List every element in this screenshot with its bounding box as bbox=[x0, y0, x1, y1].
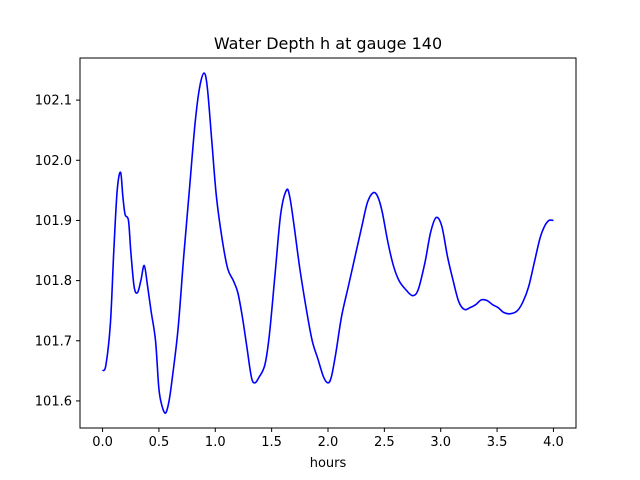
x-tick-label: 2.5 bbox=[374, 435, 395, 450]
y-tick-label: 102.1 bbox=[35, 94, 72, 109]
chart-title: Water Depth h at gauge 140 bbox=[214, 34, 442, 53]
axes-frame bbox=[79, 57, 577, 429]
y-axis: 101.6 101.7 101.8 101.9 102.0 102.1 bbox=[35, 94, 80, 409]
x-tick-label: 2.0 bbox=[318, 435, 339, 450]
x-tick-label: 1.0 bbox=[205, 435, 226, 450]
x-tick-label: 4.0 bbox=[543, 435, 564, 450]
y-tick-label: 101.7 bbox=[35, 334, 72, 349]
y-tick-label: 101.6 bbox=[35, 394, 72, 409]
x-tick-label: 0.0 bbox=[92, 435, 113, 450]
x-axis: 0.0 0.5 1.0 1.5 2.0 2.5 3.0 3.5 4.0 bbox=[92, 428, 564, 450]
y-tick-label: 102.0 bbox=[35, 154, 72, 169]
x-tick-label: 3.0 bbox=[430, 435, 451, 450]
plot-area bbox=[101, 72, 554, 414]
y-tick-label: 101.8 bbox=[35, 274, 72, 289]
x-tick-label: 1.5 bbox=[261, 435, 282, 450]
x-axis-label: hours bbox=[310, 456, 347, 471]
series-line bbox=[101, 72, 554, 414]
x-tick-label: 3.5 bbox=[487, 435, 508, 450]
y-tick-label: 101.9 bbox=[35, 214, 72, 229]
x-tick-label: 0.5 bbox=[149, 435, 170, 450]
